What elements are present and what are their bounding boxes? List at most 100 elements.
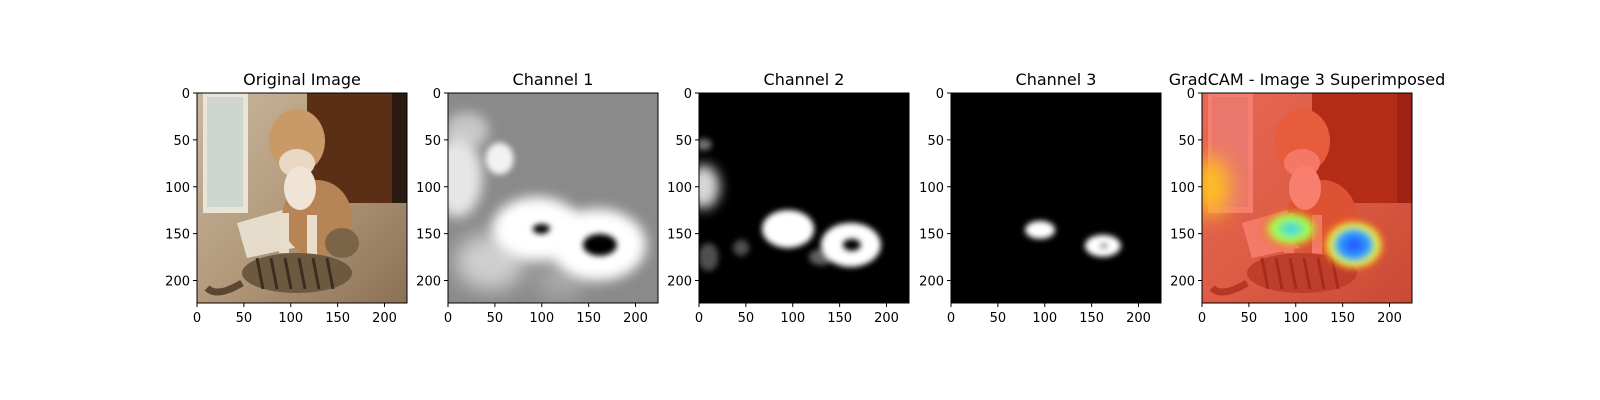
- x-tick-label: 100: [278, 311, 303, 326]
- y-tick-label: 200: [165, 275, 190, 290]
- panel-4: Channel 3 0 50 100 150 200 0 50 100 150 200: [919, 70, 1162, 326]
- x-tick-label: 0: [1198, 311, 1206, 326]
- x-tick-label: 200: [874, 311, 899, 326]
- photo-cat-stripe: [269, 257, 279, 290]
- y-tick-label: 100: [919, 181, 944, 196]
- x-tick-label: 150: [1079, 311, 1104, 326]
- photo-cat-stripe: [325, 257, 335, 290]
- y-tick-label: 200: [919, 275, 944, 290]
- y-tick-label: 100: [165, 181, 190, 196]
- y-tick-label: 50: [424, 134, 441, 149]
- x-tick-label: 0: [695, 311, 703, 326]
- activation-hole: [842, 238, 861, 251]
- activation-blob: [485, 142, 514, 175]
- y-tick-label: 0: [684, 87, 692, 102]
- x-tick-label: 0: [444, 311, 452, 326]
- activation-blob: [448, 137, 483, 218]
- gradcam-warm-spot: [1202, 156, 1230, 217]
- activation-blob: [1025, 220, 1056, 239]
- activation-blob: [699, 164, 720, 209]
- x-tick-label: 200: [1377, 311, 1402, 326]
- photo-window-glass: [207, 97, 243, 207]
- panel-image: [1202, 93, 1412, 303]
- x-tick-label: 50: [738, 311, 755, 326]
- panel-frame: [196, 92, 408, 304]
- activation-blob: [699, 243, 719, 272]
- y-tick-label: 150: [1170, 228, 1195, 243]
- y-tick-label: 0: [1187, 87, 1195, 102]
- panel-3: Channel 2 0 50 100 150 200 0 50 100 150 200: [667, 70, 910, 326]
- y-tick-label: 0: [936, 87, 944, 102]
- y-tick-label: 200: [667, 275, 692, 290]
- photo-cat-tail: [204, 279, 244, 296]
- channel-background: [951, 93, 1161, 303]
- y-tick-label: 150: [165, 228, 190, 243]
- panel-title: Channel 3: [1016, 70, 1097, 89]
- photo-cat-stripe: [297, 257, 307, 290]
- x-tick-label: 200: [372, 311, 397, 326]
- panel-title: GradCAM - Image 3 Superimposed: [1169, 70, 1445, 89]
- panel-frame: [950, 92, 1162, 304]
- photo-dog-leg: [279, 213, 289, 253]
- x-tick-label: 100: [1032, 311, 1057, 326]
- panel-image: [197, 93, 407, 303]
- y-tick-label: 150: [416, 228, 441, 243]
- x-tick-label: 50: [487, 311, 504, 326]
- x-tick-label: 50: [1241, 311, 1258, 326]
- x-tick-label: 0: [193, 311, 201, 326]
- y-tick-label: 100: [416, 181, 441, 196]
- y-tick-label: 0: [433, 87, 441, 102]
- photo-cat-head: [325, 228, 359, 258]
- panel-1: Original Image 0 50 100 150 200 0 50 100 150 200: [165, 70, 408, 326]
- y-tick-label: 100: [667, 181, 692, 196]
- photo-cat-body: [242, 253, 352, 293]
- activation-blob: [733, 239, 750, 256]
- y-tick-label: 50: [675, 134, 692, 149]
- panel-title: Channel 2: [764, 70, 845, 89]
- x-tick-label: 100: [1283, 311, 1308, 326]
- x-tick-label: 150: [827, 311, 852, 326]
- y-tick-label: 0: [182, 87, 190, 102]
- panel-title: Channel 1: [513, 70, 594, 89]
- panel-frame: [1201, 92, 1413, 304]
- panel-2: Channel 1 0 50 100 150 200 0 50 100 150 200: [416, 70, 659, 326]
- y-tick-label: 50: [927, 134, 944, 149]
- photo-cat-stripe: [283, 257, 293, 290]
- activation-hole: [1099, 242, 1108, 249]
- photo-dog-leg: [307, 215, 317, 255]
- y-tick-label: 150: [667, 228, 692, 243]
- x-tick-label: 100: [780, 311, 805, 326]
- x-tick-label: 150: [1330, 311, 1355, 326]
- photo-cabinet-shadow: [392, 93, 407, 203]
- y-tick-label: 50: [1178, 134, 1195, 149]
- panel-image: [448, 93, 658, 303]
- activation-blob: [762, 209, 815, 248]
- y-tick-label: 100: [1170, 181, 1195, 196]
- gradcam-hotspot: [1257, 206, 1326, 251]
- x-tick-label: 150: [325, 311, 350, 326]
- photo-cat-stripe: [255, 257, 265, 290]
- y-tick-label: 150: [919, 228, 944, 243]
- activation-hole: [582, 233, 617, 256]
- x-tick-label: 200: [623, 311, 648, 326]
- x-tick-label: 0: [947, 311, 955, 326]
- x-tick-label: 50: [990, 311, 1007, 326]
- gradcam-hotspot: [1319, 216, 1388, 273]
- activation-blob: [699, 138, 712, 151]
- photo-cat-stripe: [311, 257, 321, 290]
- panel-frame: [698, 92, 910, 304]
- photo-dog-chest: [284, 166, 316, 210]
- gradcam-red-overlay: [1202, 93, 1412, 303]
- y-tick-label: 200: [1170, 275, 1195, 290]
- activation-hole: [532, 223, 551, 234]
- y-tick-label: 200: [416, 275, 441, 290]
- x-tick-label: 200: [1126, 311, 1151, 326]
- x-tick-label: 50: [236, 311, 253, 326]
- panel-image: [951, 93, 1161, 303]
- panel-frame: [447, 92, 659, 304]
- channel-background: [699, 93, 909, 303]
- x-tick-label: 150: [576, 311, 601, 326]
- panel-image: [699, 93, 909, 303]
